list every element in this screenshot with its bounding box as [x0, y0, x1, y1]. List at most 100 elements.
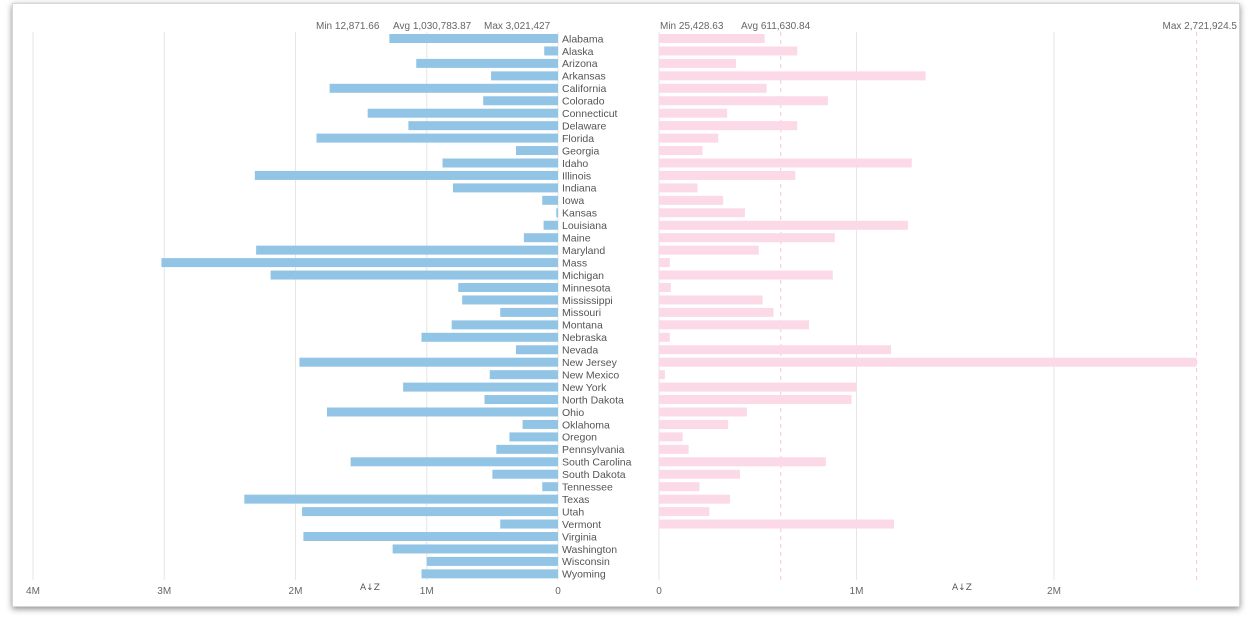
left-bar — [451, 320, 558, 330]
left-bar — [458, 283, 558, 292]
state-label: Washington — [562, 544, 617, 556]
left-bar — [500, 519, 558, 529]
right-bar — [659, 34, 765, 43]
state-label: Alabama — [562, 33, 604, 45]
left-bar — [329, 83, 558, 93]
state-label: Connecticut — [562, 108, 618, 120]
right-bar — [659, 258, 670, 268]
left-tick-label: 2M — [289, 586, 303, 597]
right-bar — [659, 220, 908, 230]
right-bar — [659, 432, 683, 442]
left-bar — [483, 96, 558, 106]
right-bar — [659, 195, 724, 205]
state-label: Vermont — [562, 519, 601, 531]
sort-icon[interactable]: A↓Z — [360, 583, 380, 593]
state-label: Indiana — [562, 183, 597, 195]
right-stat-label: Max 2,721,924.5 — [1163, 21, 1238, 32]
state-label: Colorado — [562, 96, 605, 108]
state-label: Texas — [562, 494, 589, 506]
state-label: Maryland — [562, 245, 605, 257]
right-tick-label: 0 — [656, 586, 662, 597]
state-label: New Mexico — [562, 369, 619, 381]
right-bar — [659, 58, 737, 68]
state-label: Ohio — [562, 407, 584, 419]
state-label: Oregon — [562, 432, 597, 444]
right-bar — [659, 307, 774, 317]
state-label: Michigan — [562, 270, 604, 282]
state-label: Nebraska — [562, 332, 607, 344]
right-bar — [659, 108, 728, 118]
left-bar — [516, 345, 558, 355]
state-label: Minnesota — [562, 282, 611, 294]
sort-icon[interactable]: A↓Z — [952, 583, 972, 593]
state-label: North Dakota — [562, 394, 624, 406]
state-label: South Dakota — [562, 469, 626, 481]
left-bar — [303, 532, 558, 541]
state-label: Florida — [562, 133, 594, 145]
right-bar — [659, 245, 759, 255]
left-stat-label: Min 12,871.66 — [316, 21, 380, 32]
state-label: Iowa — [562, 195, 584, 207]
state-label: New York — [562, 382, 607, 394]
right-bar — [659, 71, 926, 81]
left-bar — [421, 569, 558, 579]
left-stat-label: Avg 1,030,783.87 — [393, 21, 472, 32]
left-bar — [453, 183, 558, 193]
state-label: Idaho — [562, 158, 588, 170]
state-label: Louisiana — [562, 220, 607, 232]
left-bar — [244, 494, 558, 504]
state-label: Kansas — [562, 208, 597, 220]
state-label: Wyoming — [562, 569, 606, 581]
left-tick-label: 1M — [420, 586, 434, 597]
right-bar — [659, 395, 852, 405]
left-bar — [492, 469, 558, 479]
right-bar — [659, 407, 747, 417]
left-tick-label: 4M — [26, 586, 40, 597]
right-bar — [659, 320, 810, 330]
right-bar — [659, 146, 703, 156]
state-label: Mississippi — [562, 295, 613, 307]
left-bar — [299, 357, 558, 367]
left-bar — [500, 307, 558, 317]
right-bar — [659, 357, 1197, 367]
state-label: Arizona — [562, 58, 598, 70]
left-bar — [254, 170, 558, 180]
right-bar — [659, 283, 671, 292]
right-bar — [659, 96, 828, 106]
state-label: Georgia — [562, 145, 600, 157]
right-bar — [659, 345, 892, 355]
left-bar — [392, 544, 558, 554]
left-bar — [316, 133, 558, 143]
right-bar — [659, 469, 740, 479]
right-bar — [659, 507, 710, 517]
left-bar — [542, 195, 558, 205]
state-label: Mass — [562, 257, 587, 269]
chart-panel: Alabama Alaska Arizona Arkansas California Co… — [12, 3, 1240, 607]
sort-right-button[interactable]: A↓Z — [952, 583, 972, 593]
state-label: Alaska — [562, 46, 594, 58]
right-bar — [659, 419, 729, 429]
right-bar — [659, 295, 763, 305]
series-stats: Min 12,871.66 Avg 1,030,783.87 Max 3,021,4… — [316, 21, 1237, 32]
left-bar — [421, 332, 558, 342]
left-bar — [270, 270, 558, 280]
left-bar — [462, 295, 558, 305]
state-label: Delaware — [562, 120, 607, 132]
state-label: South Carolina — [562, 457, 632, 469]
sort-left-button[interactable]: A↓Z — [360, 583, 380, 593]
state-label: Missouri — [562, 307, 601, 319]
right-bar — [659, 46, 798, 56]
state-label: Wisconsin — [562, 556, 610, 568]
right-bar — [659, 270, 833, 280]
state-label: Maine — [562, 233, 591, 245]
right-bar — [659, 444, 689, 454]
state-label: California — [562, 83, 607, 95]
state-label: Montana — [562, 320, 603, 332]
left-bar — [161, 258, 558, 268]
left-tick-label: 3M — [157, 586, 171, 597]
right-bar — [659, 332, 670, 342]
state-label: Oklahoma — [562, 419, 610, 431]
right-bar — [659, 83, 767, 93]
state-label: Illinois — [562, 170, 591, 182]
left-bar — [367, 108, 558, 118]
